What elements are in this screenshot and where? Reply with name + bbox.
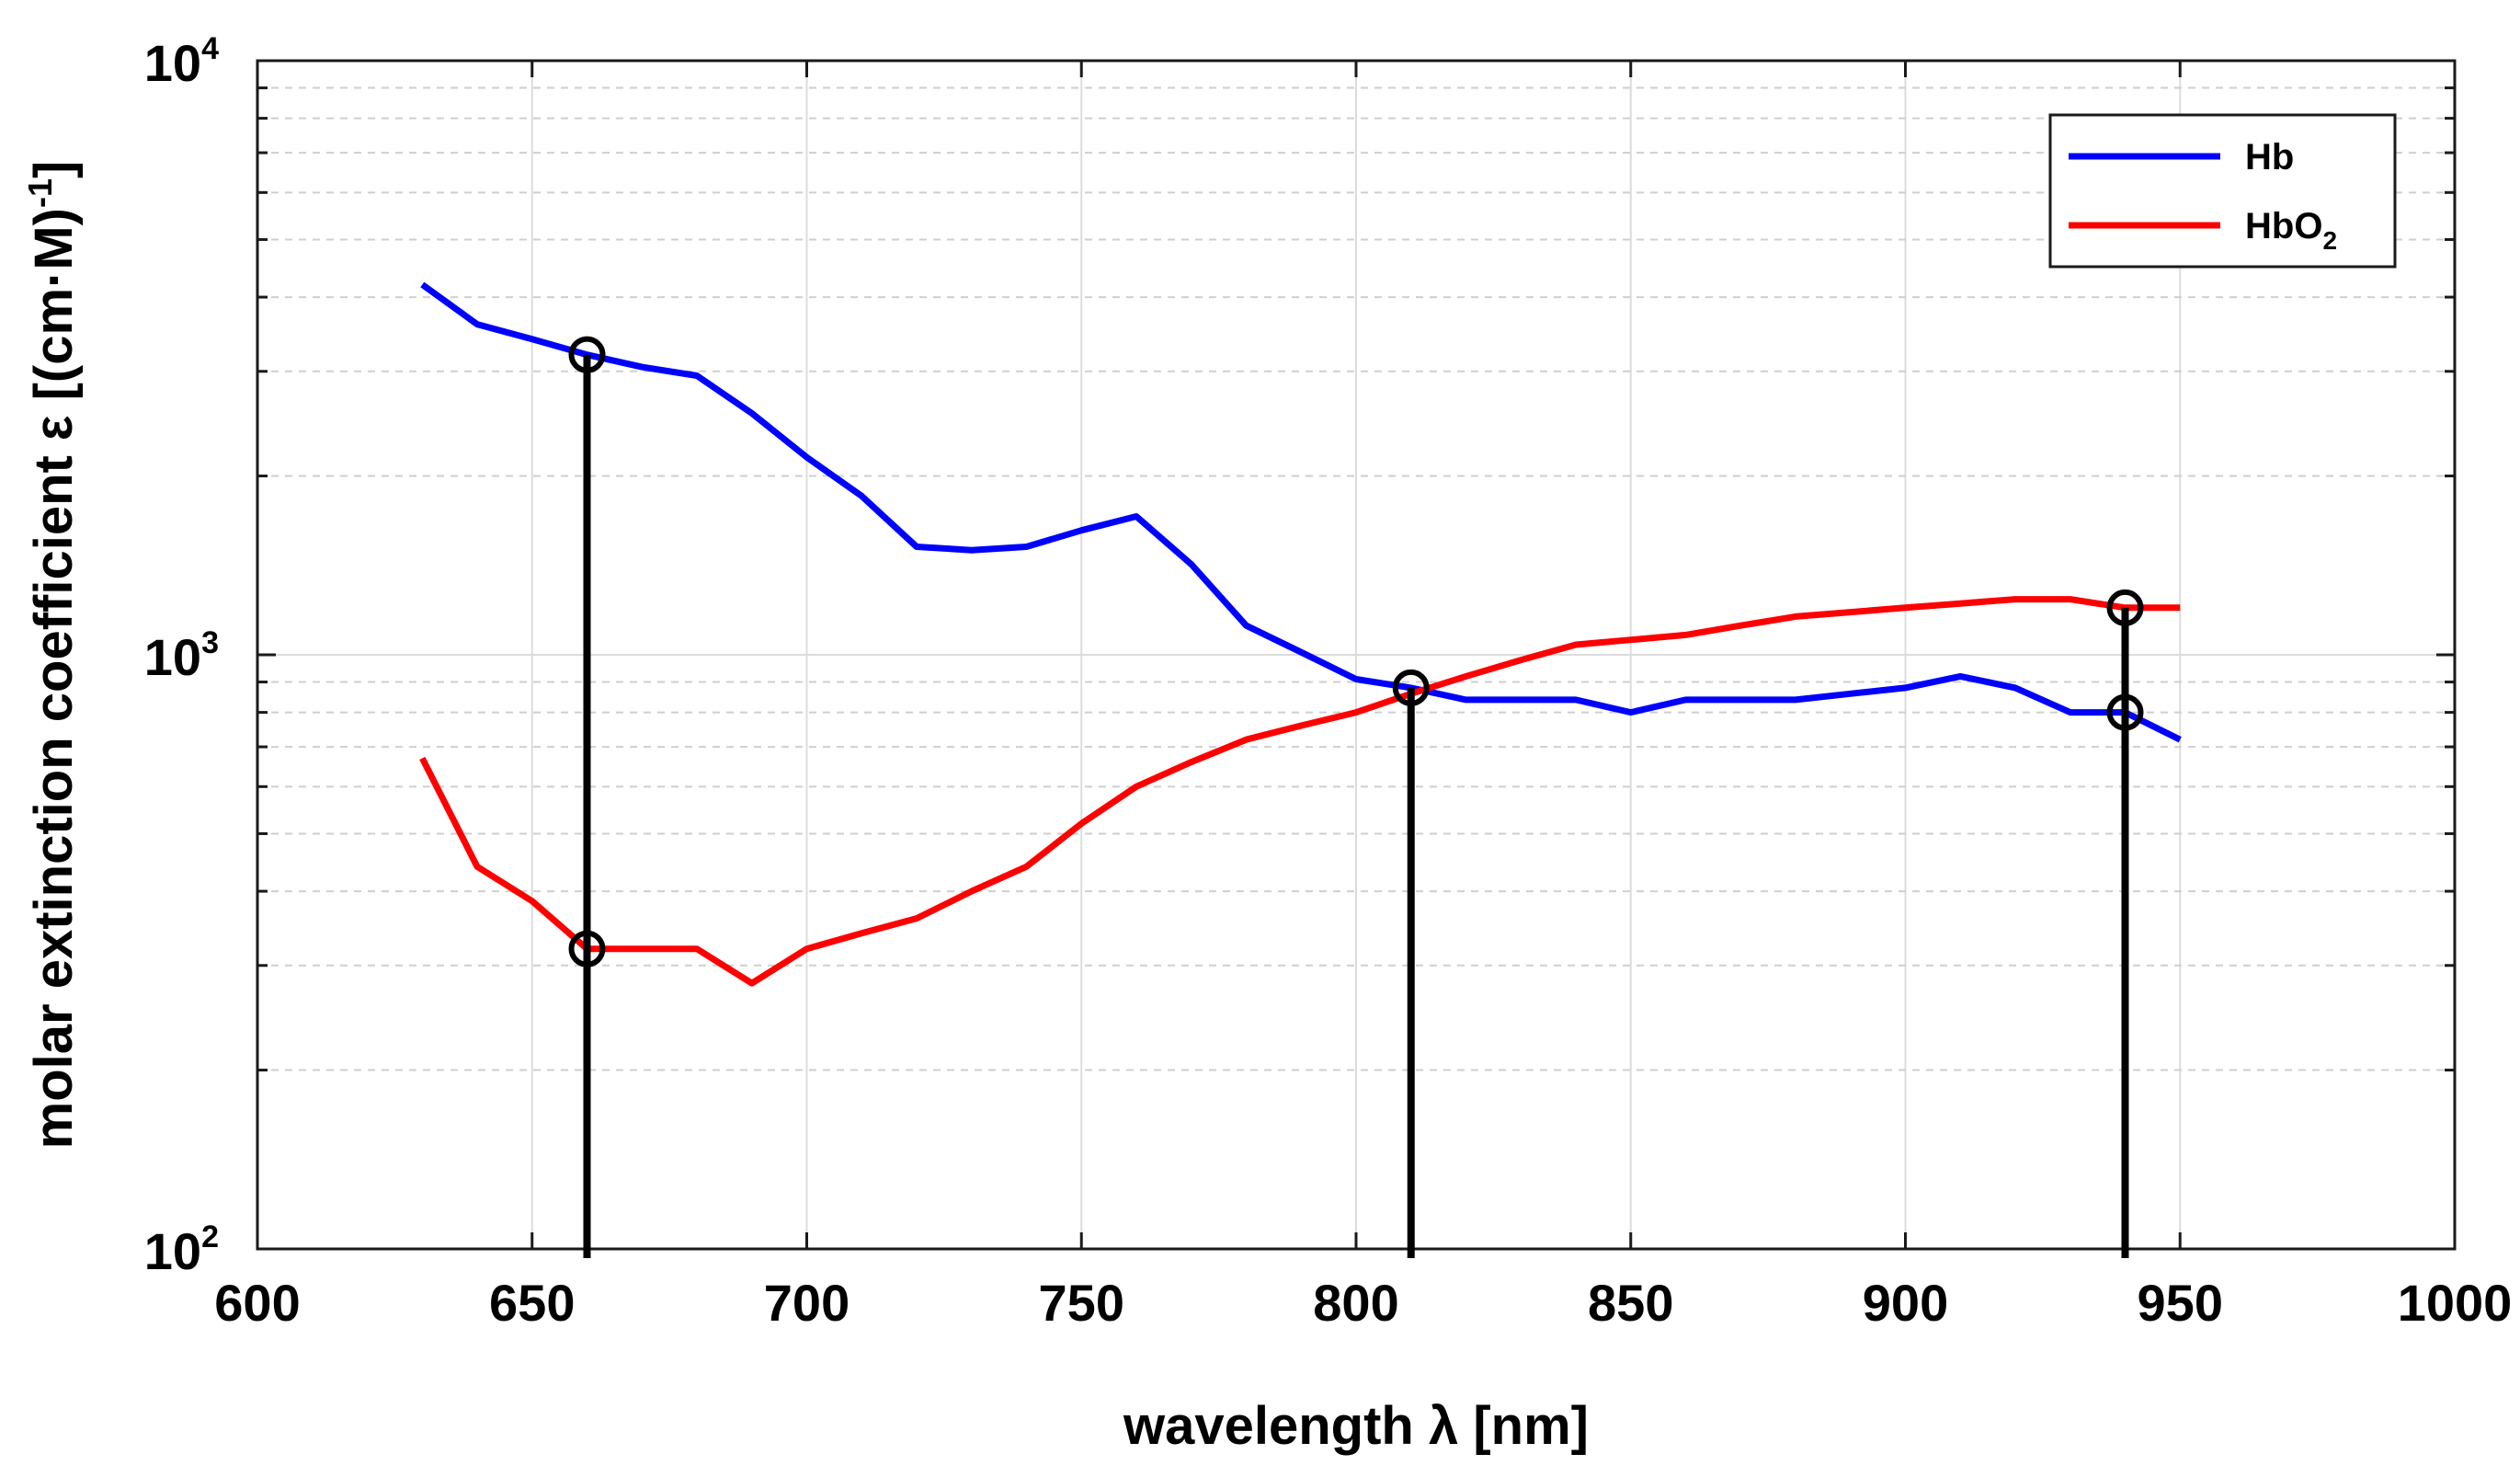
- intersection-markers: [568, 336, 2144, 967]
- y-tick-base: 10: [144, 1222, 201, 1280]
- x-tick-label-600: 600: [214, 1274, 300, 1332]
- y-tick-label-100: 102: [144, 1219, 219, 1280]
- legend-label-hbo2: HbO2: [2245, 206, 2337, 255]
- x-tick-label-850: 850: [1588, 1274, 1673, 1332]
- legend-label-hbo2-sub: 2: [2322, 226, 2337, 255]
- x-tick-label-950: 950: [2138, 1274, 2223, 1332]
- y-axis-title: molar extinction coefficient ε [(cm·M)-1…: [21, 161, 84, 1150]
- marker-circle-660-1: [568, 930, 606, 967]
- legend-label-hbo2-main: HbO: [2245, 206, 2322, 246]
- x-tick-label-650: 650: [489, 1274, 575, 1332]
- x-tick-label-1000: 1000: [2398, 1274, 2513, 1332]
- marker-circle-940-3: [2106, 589, 2144, 626]
- plot-frame: [256, 59, 2457, 1251]
- marker-circle-810-2: [1392, 669, 1430, 706]
- legend-box: [2048, 113, 2397, 269]
- y-tick-exponent: 4: [201, 31, 219, 66]
- x-tick-label-900: 900: [1863, 1274, 1948, 1332]
- y-tick-exponent: 2: [201, 1219, 219, 1254]
- x-axis-title: wavelength λ [nm]: [1123, 1396, 1589, 1456]
- y-axis-title-end: ]: [24, 161, 84, 178]
- y-tick-label-1000: 103: [144, 625, 219, 686]
- marker-circle-940-4: [2106, 693, 2144, 731]
- y-tick-label-10000: 104: [144, 31, 219, 92]
- series-line-hbo2: [419, 596, 2181, 987]
- marker-circle-660-0: [568, 336, 606, 373]
- x-tick-labels: 600 650 700 750 800 850 900 950 1000: [214, 1274, 2512, 1332]
- legend: Hb HbO2: [2048, 113, 2397, 269]
- y-tick-exponent: 3: [201, 625, 219, 660]
- x-tick-label-800: 800: [1313, 1274, 1398, 1332]
- x-tick-label-700: 700: [764, 1274, 850, 1332]
- legend-label-hb: Hb: [2245, 137, 2294, 177]
- y-tick-base: 10: [144, 628, 201, 686]
- wavelength-markers: [583, 354, 2129, 1258]
- y-axis-title-sup: -1: [21, 178, 59, 208]
- x-tick-label-750: 750: [1039, 1274, 1124, 1332]
- series-line-hb: [420, 281, 2182, 743]
- series-lines: [419, 281, 2182, 987]
- y-tick-base: 10: [144, 34, 201, 92]
- y-axis-title-main: molar extinction coefficient ε [(cm·M): [24, 208, 84, 1149]
